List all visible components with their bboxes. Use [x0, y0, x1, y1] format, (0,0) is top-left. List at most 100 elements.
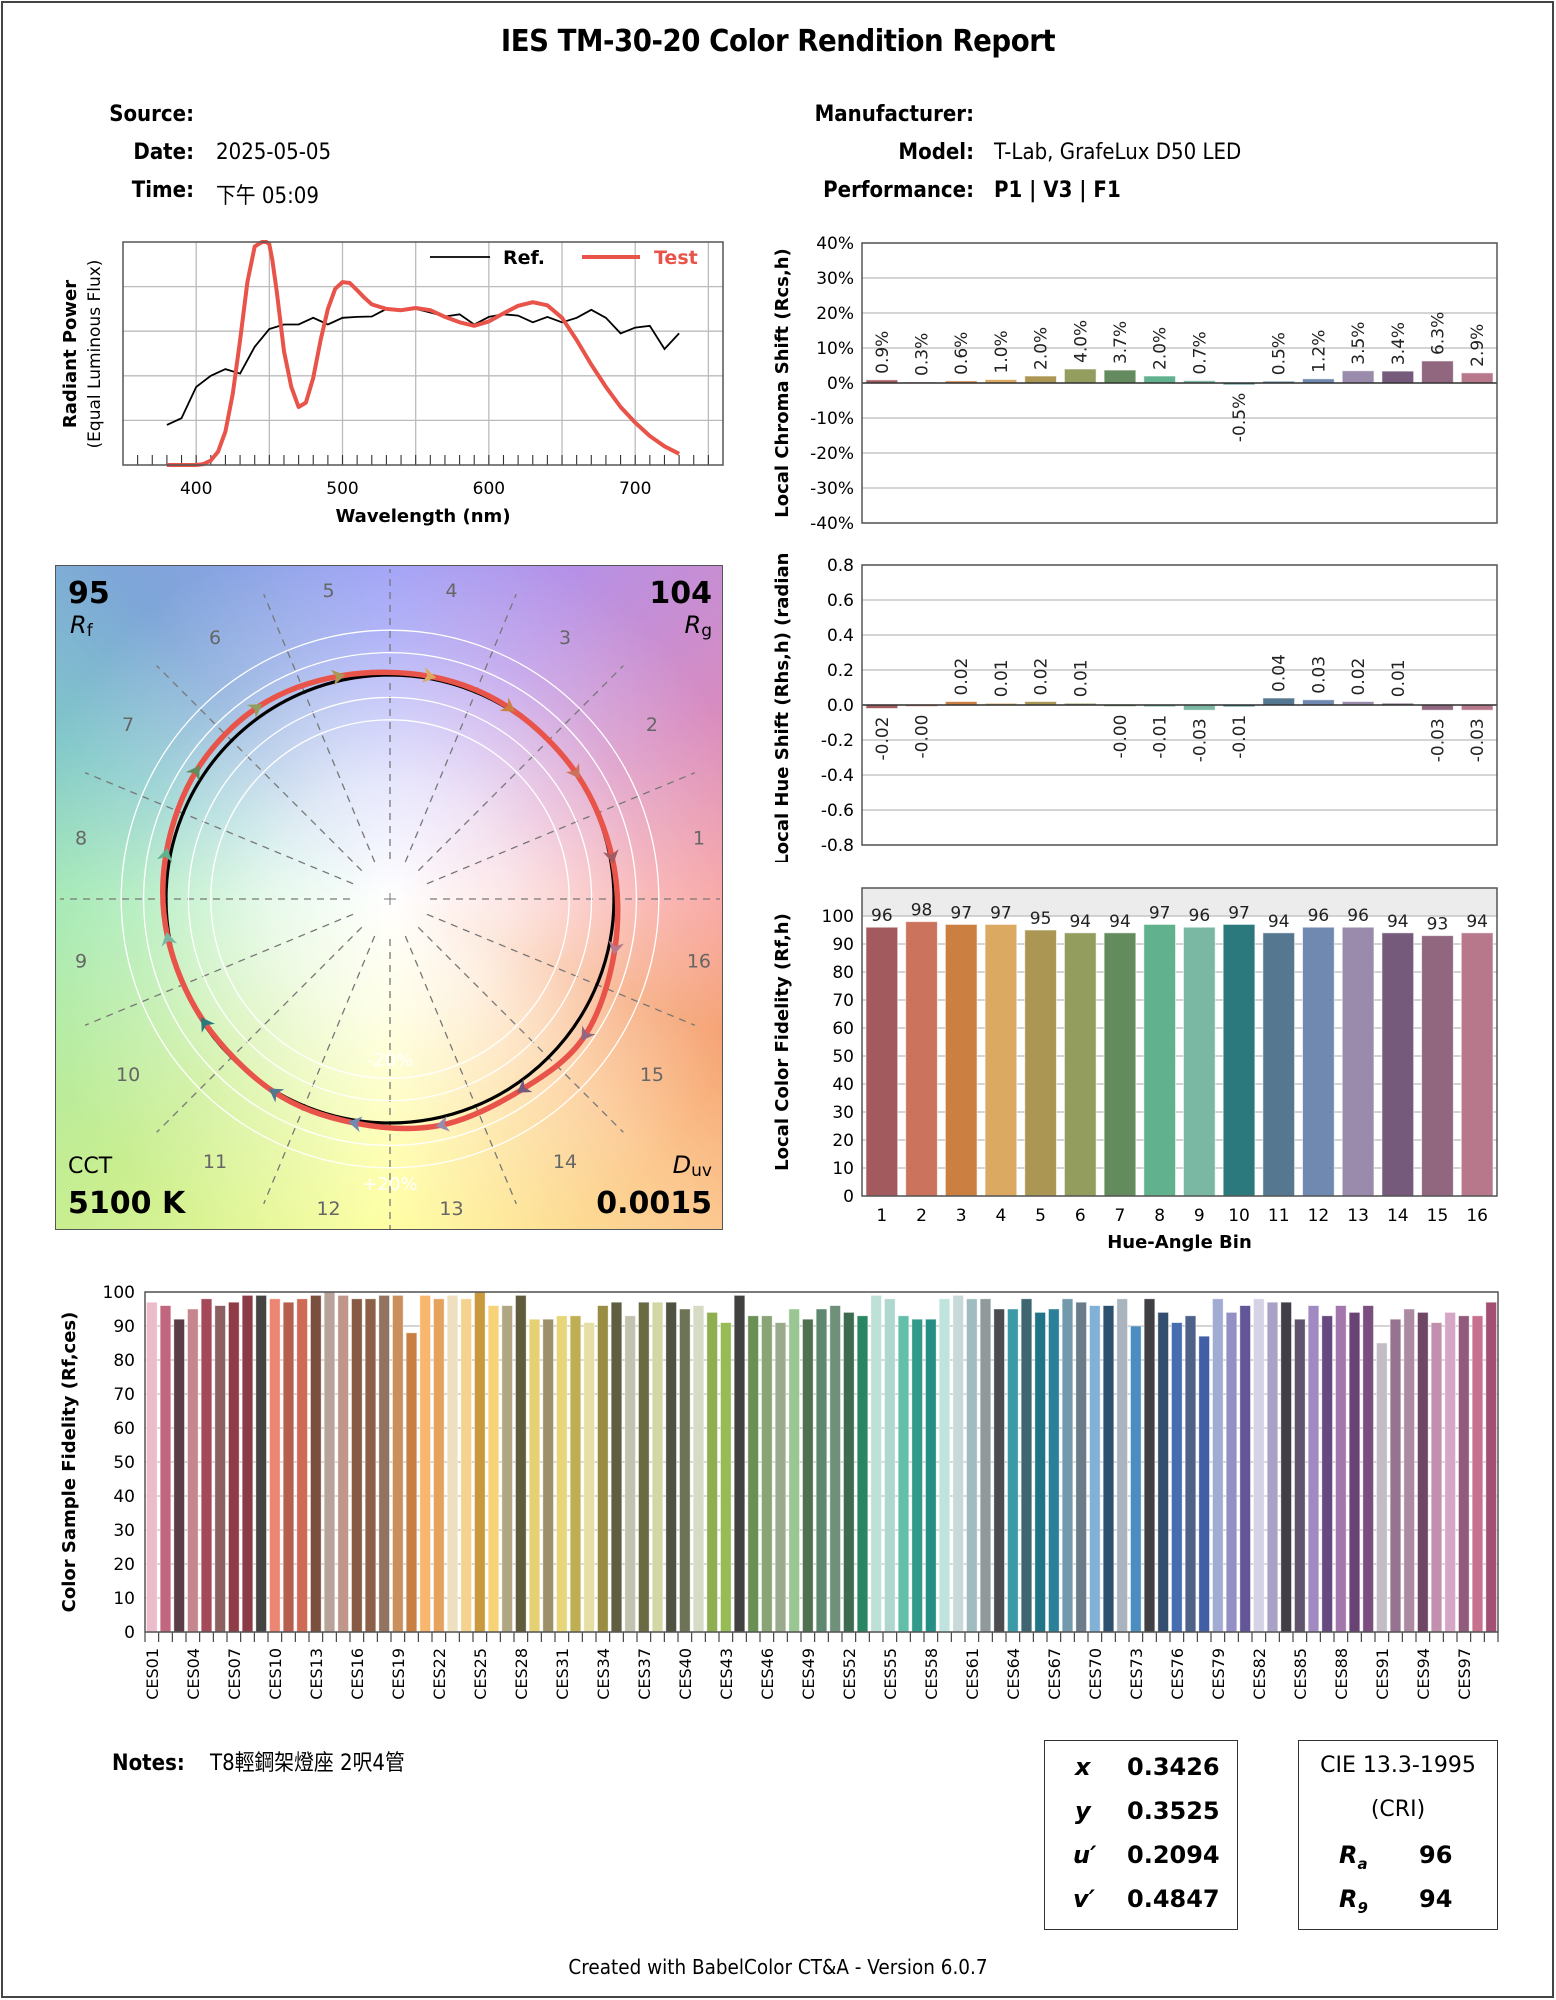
y-tick-label: 0	[843, 1187, 854, 1207]
hue-arrow-bin-3	[499, 697, 516, 712]
ces-bar-42	[706, 1312, 718, 1633]
ces-bar-68	[1061, 1298, 1074, 1633]
ces-bar-33	[583, 1322, 595, 1633]
spd-x-tick-label: 700	[619, 479, 651, 499]
ces-bar-10	[269, 1298, 281, 1633]
bar-bin-11	[1262, 932, 1296, 1197]
ces-x-tick-label: CES58	[922, 1648, 941, 1700]
ces-x-tick-label: CES04	[184, 1648, 203, 1700]
x-tick-label: 13	[1347, 1206, 1369, 1226]
bar-bin-14	[1381, 370, 1415, 384]
v-prime-label: v′	[1073, 1885, 1095, 1913]
ces-bar-20	[405, 1332, 418, 1633]
ces-bar-41	[692, 1305, 705, 1633]
bar-data-label: 6.3%	[1428, 312, 1448, 355]
x-tick-label: 8	[1154, 1206, 1165, 1226]
y-tick-label: 30%	[816, 269, 854, 289]
y-axis-label: Local Chroma Shift (Rcs,h)	[772, 248, 793, 518]
bar-data-label: 0.01	[1071, 659, 1091, 697]
hue-bin-divider	[156, 926, 363, 1133]
cri-subtitle: (CRI)	[1370, 1797, 1426, 1822]
bar-data-label: 3.4%	[1389, 322, 1409, 365]
ces-bar-22	[433, 1298, 445, 1633]
minus20-label: -20%	[367, 1050, 414, 1071]
ces-bar-80	[1225, 1312, 1238, 1633]
ces-bar-57	[911, 1318, 923, 1633]
ces-bar-4	[187, 1308, 199, 1633]
r9-value: 94	[1419, 1885, 1453, 1913]
cri-box: CIE 13.3-1995 (CRI) Ra 96 R9 94	[1298, 1740, 1498, 1930]
y-tick-label: 0.0	[827, 696, 854, 716]
hue-bin-divider	[404, 593, 517, 863]
ces-bar-51	[829, 1305, 841, 1633]
bar-data-label: 2.0%	[1032, 327, 1052, 370]
performance-value: P1 | V3 | F1	[994, 178, 1121, 203]
cct-value: 5100 K	[68, 1186, 187, 1221]
ces-bar-9	[255, 1294, 267, 1633]
x-value: 0.3426	[1127, 1753, 1220, 1781]
bar-bin-1	[865, 926, 899, 1197]
source-row: Source:	[0, 102, 194, 127]
plot-border	[861, 887, 1498, 1197]
ces-y-tick-label: 40	[113, 1487, 135, 1507]
x-tick-label: 16	[1466, 1206, 1488, 1226]
ces-x-tick-label: CES13	[307, 1648, 326, 1700]
scale-ring	[187, 696, 593, 1102]
hue-arrow-bin-6	[246, 704, 263, 719]
bar-data-label: 0.01	[992, 659, 1012, 697]
bar-data-label: 97	[950, 903, 972, 923]
x-tick-label: 4	[995, 1206, 1006, 1226]
bar-data-label: 3.5%	[1349, 322, 1369, 365]
ces-bar-49	[802, 1318, 814, 1633]
ces-bar-72	[1116, 1298, 1128, 1633]
hue-bin-number: 13	[439, 1198, 463, 1220]
u-prime-value: 0.2094	[1127, 1841, 1220, 1869]
duv-value: 0.0015	[596, 1186, 712, 1221]
ces-x-tick-label: CES67	[1045, 1648, 1064, 1700]
x-tick-label: 10	[1228, 1206, 1250, 1226]
hue-bin-divider	[263, 593, 376, 863]
y-tick-label: 0.4	[827, 626, 854, 646]
ces-bar-32	[569, 1315, 582, 1633]
bar-data-label: 96	[871, 906, 893, 926]
plot-border	[861, 564, 1498, 846]
bar-data-label: 0.02	[1349, 658, 1369, 696]
y-tick-label: 20%	[816, 304, 854, 324]
ces-bar-11	[282, 1301, 295, 1633]
bar-data-label: 0.01	[1389, 659, 1409, 697]
ces-fidelity-chart: 0 10 20 30 40 50 60 70 80 90 100 CES01 CES04 CES07 CES…	[59, 1283, 1499, 1700]
y-tick-label: 10%	[816, 339, 854, 359]
bar-bin-3	[944, 923, 978, 1197]
ces-bar-27	[501, 1305, 513, 1633]
arrow-head-icon	[602, 849, 619, 864]
hue-arrow-bin-5	[330, 669, 346, 686]
y-tick-label: 0.2	[827, 661, 854, 681]
bar-data-label: 96	[1347, 906, 1369, 926]
ces-bar-50	[815, 1308, 828, 1633]
ces-x-tick-label: CES76	[1168, 1648, 1187, 1700]
ces-bar-37	[638, 1301, 650, 1633]
ces-bar-58	[925, 1318, 937, 1633]
model-label: Model:	[898, 140, 974, 165]
spd-chart: 400 500 600 700 Ref. Test Radiant Power (Eq…	[60, 240, 724, 527]
ces-y-tick-label: 20	[113, 1555, 135, 1575]
ces-bar-8	[241, 1294, 254, 1633]
bar-data-label: 3.7%	[1111, 321, 1131, 364]
ces-bar-25	[474, 1291, 486, 1633]
ces-bar-43	[720, 1322, 732, 1633]
bar-data-label: 1.2%	[1309, 330, 1329, 373]
y-tick-label: 0%	[827, 374, 854, 394]
hue-bin-divider	[84, 772, 354, 885]
ces-bar-24	[460, 1298, 472, 1633]
ces-bar-87	[1321, 1315, 1333, 1633]
ces-bar-52	[843, 1312, 855, 1633]
y-tick-label: 10	[832, 1159, 854, 1179]
ces-bar-67	[1048, 1308, 1060, 1633]
hue-arrow-bin-16	[608, 940, 625, 956]
y-label: y	[1075, 1797, 1091, 1825]
hue-bin-number: 8	[75, 828, 87, 850]
scale-ring	[120, 629, 660, 1169]
ces-bar-39	[665, 1301, 677, 1633]
hue-bin-divider	[426, 913, 696, 1026]
bar-data-label: 0.7%	[1190, 331, 1210, 374]
